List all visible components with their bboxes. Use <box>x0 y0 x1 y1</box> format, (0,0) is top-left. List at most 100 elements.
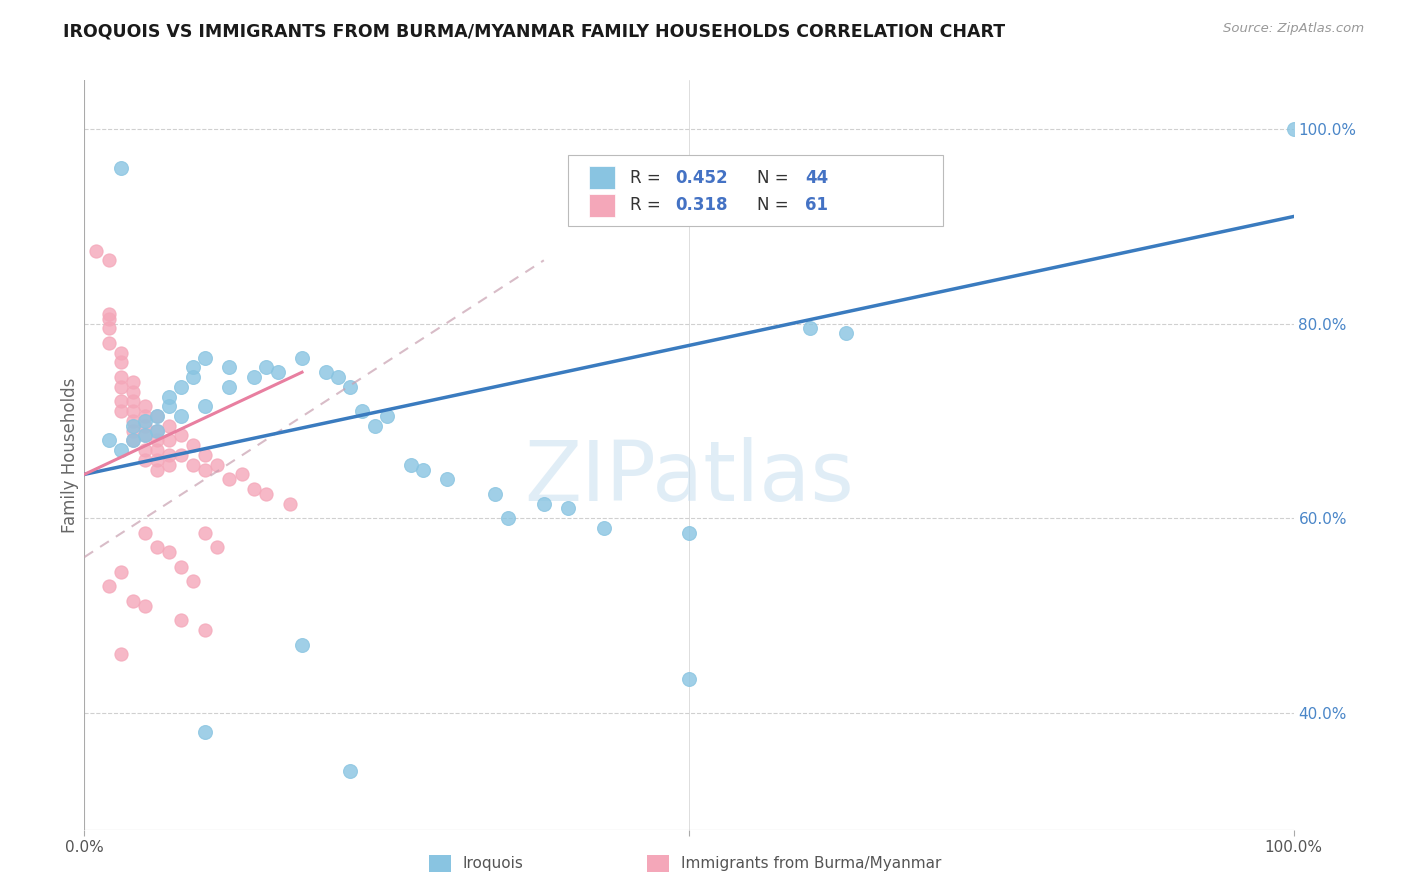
Point <box>97 321 120 335</box>
Point <box>170 559 193 574</box>
Point <box>110 443 132 458</box>
Point <box>678 672 700 686</box>
Text: R =: R = <box>630 196 665 214</box>
Point <box>86 244 108 258</box>
Point <box>181 360 204 375</box>
Point <box>121 384 143 399</box>
Point <box>97 579 120 593</box>
Point <box>339 764 361 779</box>
Point <box>110 394 132 409</box>
Point <box>157 448 180 462</box>
Point <box>1282 122 1305 136</box>
Point <box>157 434 180 448</box>
FancyBboxPatch shape <box>589 194 616 217</box>
Point <box>157 399 180 413</box>
Point <box>352 404 374 418</box>
Point <box>291 638 314 652</box>
Point <box>134 599 156 613</box>
Point <box>110 355 132 369</box>
Point <box>157 418 180 433</box>
Point <box>194 448 217 462</box>
Point <box>134 443 156 458</box>
Point <box>339 380 361 394</box>
Point <box>97 253 120 268</box>
Point <box>121 594 143 608</box>
Point <box>134 428 156 442</box>
Point <box>110 404 132 418</box>
Text: 61: 61 <box>806 196 828 214</box>
Point <box>146 434 169 448</box>
Point <box>110 565 132 579</box>
Point <box>121 404 143 418</box>
Point <box>181 574 204 589</box>
Point <box>146 409 169 423</box>
Point <box>181 370 204 384</box>
Point <box>170 448 193 462</box>
Point <box>328 370 350 384</box>
FancyBboxPatch shape <box>568 155 943 227</box>
Point <box>315 365 337 379</box>
Text: Immigrants from Burma/Myanmar: Immigrants from Burma/Myanmar <box>681 856 941 871</box>
Point <box>678 525 700 540</box>
Point <box>218 472 240 486</box>
Point <box>194 462 217 476</box>
Point <box>97 307 120 321</box>
Point <box>97 434 120 448</box>
Point <box>242 370 264 384</box>
Point <box>194 351 217 365</box>
Point <box>267 365 290 379</box>
Point <box>799 321 821 335</box>
Text: R =: R = <box>630 169 665 186</box>
Text: IROQUOIS VS IMMIGRANTS FROM BURMA/MYANMAR FAMILY HOUSEHOLDS CORRELATION CHART: IROQUOIS VS IMMIGRANTS FROM BURMA/MYANMA… <box>63 22 1005 40</box>
Text: N =: N = <box>756 169 793 186</box>
Point <box>242 482 264 496</box>
Point <box>207 541 229 555</box>
Point <box>170 613 193 627</box>
Point <box>181 438 204 452</box>
Point <box>436 472 458 486</box>
Point <box>121 434 143 448</box>
Point <box>170 409 193 423</box>
Point <box>375 409 398 423</box>
Point <box>557 501 579 516</box>
Point <box>593 521 616 535</box>
Text: Iroquois: Iroquois <box>463 856 523 871</box>
Point <box>291 351 314 365</box>
Point <box>97 336 120 351</box>
Point <box>121 414 143 428</box>
Bar <box>647 855 669 872</box>
Point <box>218 380 240 394</box>
Point <box>110 648 132 662</box>
Text: N =: N = <box>756 196 793 214</box>
Point <box>97 311 120 326</box>
Point <box>121 394 143 409</box>
Point <box>146 462 169 476</box>
Point <box>835 326 858 341</box>
Point <box>110 370 132 384</box>
Point <box>170 428 193 442</box>
Point <box>157 545 180 559</box>
Point <box>399 458 422 472</box>
Point <box>218 360 240 375</box>
Text: 44: 44 <box>806 169 828 186</box>
Bar <box>429 855 451 872</box>
Y-axis label: Family Households: Family Households <box>60 377 79 533</box>
Point <box>121 434 143 448</box>
Point <box>278 497 301 511</box>
Point <box>412 462 434 476</box>
Point <box>194 623 217 637</box>
Point <box>146 409 169 423</box>
Point <box>134 452 156 467</box>
Point <box>146 541 169 555</box>
Point <box>110 161 132 175</box>
Point <box>170 380 193 394</box>
Point <box>533 497 555 511</box>
Text: 0.452: 0.452 <box>676 169 728 186</box>
Point <box>134 414 156 428</box>
Point <box>194 399 217 413</box>
Point <box>231 467 253 482</box>
Point <box>146 424 169 438</box>
Text: Source: ZipAtlas.com: Source: ZipAtlas.com <box>1223 22 1364 36</box>
Point <box>484 487 506 501</box>
Point <box>157 390 180 404</box>
